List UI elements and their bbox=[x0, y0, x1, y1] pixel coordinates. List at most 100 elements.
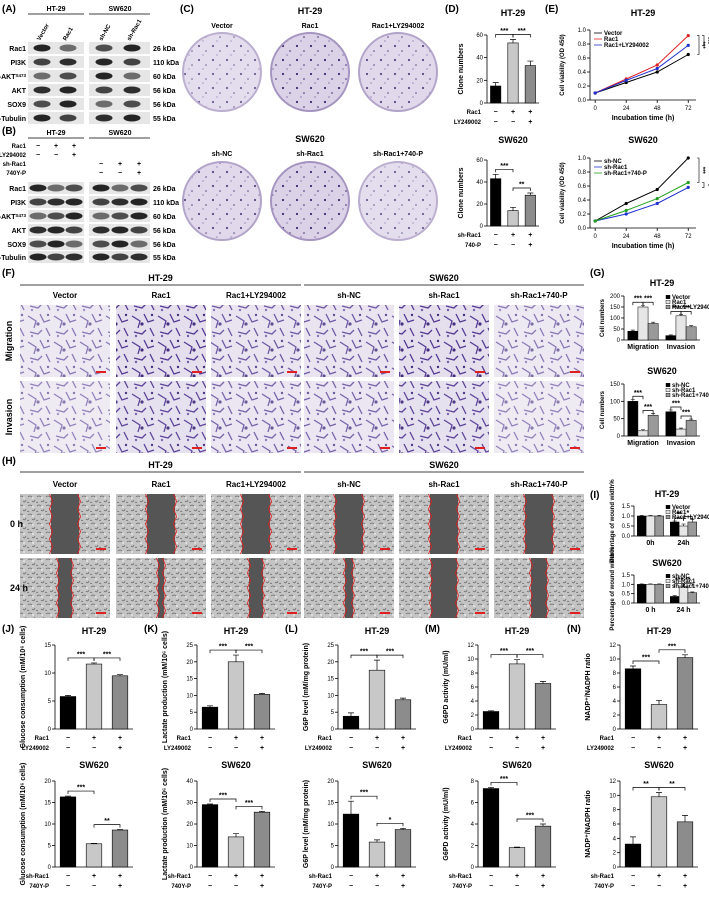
blot-band bbox=[130, 226, 148, 234]
protein-label: SOX9 bbox=[7, 102, 26, 109]
bar bbox=[227, 661, 245, 730]
y-tick-label: 15 bbox=[327, 677, 334, 683]
condition-sign: + bbox=[137, 161, 141, 168]
row-label: 0 h bbox=[10, 519, 23, 529]
condition-sign: − bbox=[494, 242, 498, 249]
y-tick-label: 5 bbox=[48, 844, 52, 850]
significance-label: * bbox=[687, 510, 690, 517]
legend-label: sh-NC bbox=[672, 574, 690, 580]
y-tick-label: 1.5 bbox=[622, 573, 631, 579]
condition-sign: + bbox=[401, 873, 405, 880]
legend-swatch bbox=[665, 515, 671, 520]
group-title: SW620 bbox=[295, 134, 325, 144]
condition-sign: + bbox=[72, 143, 76, 150]
condition-sign: − bbox=[36, 143, 40, 150]
condition-sign: − bbox=[657, 745, 661, 752]
bar bbox=[227, 836, 245, 868]
group-header: SW620 bbox=[109, 130, 132, 137]
scale-bar bbox=[380, 548, 390, 550]
legend-label: Rac1+LY294002 bbox=[604, 43, 650, 49]
legend-label: sh-Rac1+740-P bbox=[672, 393, 709, 399]
y-tick-label: 0.4 bbox=[578, 198, 587, 204]
legend-swatch bbox=[665, 510, 671, 515]
y-axis-label: Percentage of wound width% bbox=[610, 479, 616, 563]
legend-swatch bbox=[665, 300, 671, 305]
error-bar bbox=[91, 662, 97, 665]
condition-sign: − bbox=[349, 735, 353, 742]
panel-label: (A) bbox=[2, 4, 16, 15]
wound-edge bbox=[162, 557, 166, 619]
y-tick-label: 0.2 bbox=[578, 212, 587, 218]
point bbox=[686, 43, 690, 48]
colony-dish bbox=[182, 32, 262, 112]
blot-band bbox=[47, 212, 65, 220]
bar bbox=[394, 699, 412, 730]
blot-band bbox=[123, 44, 141, 52]
protein-name: SOX9 bbox=[7, 102, 26, 109]
y-tick-label: 0.8 bbox=[578, 170, 587, 176]
condition-sign: + bbox=[401, 745, 405, 752]
wound-edge bbox=[173, 493, 177, 555]
legend-label: sh-NC bbox=[604, 159, 622, 165]
condition-label: LY249002 bbox=[22, 746, 50, 752]
transwell-photo bbox=[304, 381, 394, 453]
bar bbox=[482, 711, 500, 730]
legend-swatch bbox=[665, 388, 671, 393]
condition-label: 740Y-P bbox=[594, 884, 614, 890]
significance-label: *** bbox=[682, 410, 690, 417]
condition-label: 740Y-P bbox=[452, 884, 472, 890]
significance-label: ** bbox=[519, 182, 525, 189]
point bbox=[655, 201, 659, 206]
point bbox=[655, 187, 659, 192]
condition-label: Rac1 bbox=[177, 736, 192, 742]
y-tick-label: 0.0 bbox=[622, 534, 631, 540]
blot-band bbox=[111, 240, 129, 248]
condition-sign: − bbox=[349, 873, 353, 880]
significance-label: *** bbox=[360, 790, 368, 797]
point bbox=[686, 185, 690, 189]
condition-sign: + bbox=[234, 873, 238, 880]
error-bar bbox=[651, 321, 656, 324]
significance-label: ** bbox=[669, 781, 675, 788]
y-tick-label: 0.5 bbox=[622, 592, 631, 598]
y-tick-label: 100 bbox=[610, 399, 621, 405]
y-tick-label: 10 bbox=[44, 671, 51, 677]
protein-modification: S473 bbox=[15, 73, 26, 78]
y-tick-label: 6 bbox=[613, 685, 617, 691]
wound-gap bbox=[147, 494, 175, 554]
legend-label: Rac1 bbox=[672, 510, 687, 516]
bar bbox=[678, 525, 689, 537]
scale-bar bbox=[192, 447, 202, 449]
y-tick-label: 0.4 bbox=[578, 70, 587, 76]
blot-band bbox=[33, 114, 51, 122]
y-axis-label: G6P level (mM/mg protein) bbox=[303, 643, 310, 731]
row-label: Migration bbox=[4, 321, 14, 362]
y-axis-label: NADP⁺/NADPH ratio bbox=[585, 790, 592, 857]
scale-bar bbox=[96, 548, 106, 550]
condition-sign: + bbox=[657, 873, 661, 880]
y-tick-label: 30 bbox=[186, 801, 193, 807]
y-tick-label: 40 bbox=[476, 56, 483, 62]
significance-bracket bbox=[642, 410, 654, 414]
bar bbox=[637, 515, 647, 537]
legend-label: sh-Rac1+740-P bbox=[672, 584, 709, 590]
condition-sign: + bbox=[541, 745, 545, 752]
wound-gap bbox=[345, 558, 353, 618]
condition-sign: − bbox=[631, 883, 635, 890]
error-bar bbox=[630, 398, 635, 402]
wound-gap bbox=[430, 494, 458, 554]
error-bar bbox=[681, 523, 686, 526]
bar bbox=[507, 42, 519, 104]
condition-sign: − bbox=[54, 152, 58, 159]
bar bbox=[676, 657, 694, 730]
condition-sign: − bbox=[349, 745, 353, 752]
y-tick-label: 10 bbox=[327, 822, 334, 828]
significance-label: *** bbox=[668, 643, 676, 650]
chart-title: SW620 bbox=[221, 760, 251, 770]
condition-sign: + bbox=[260, 873, 264, 880]
wound-edge bbox=[145, 493, 149, 555]
y-tick-label: 0.5 bbox=[622, 524, 631, 530]
wound-edge bbox=[70, 557, 74, 619]
blot-band bbox=[33, 86, 51, 94]
point bbox=[686, 34, 690, 38]
